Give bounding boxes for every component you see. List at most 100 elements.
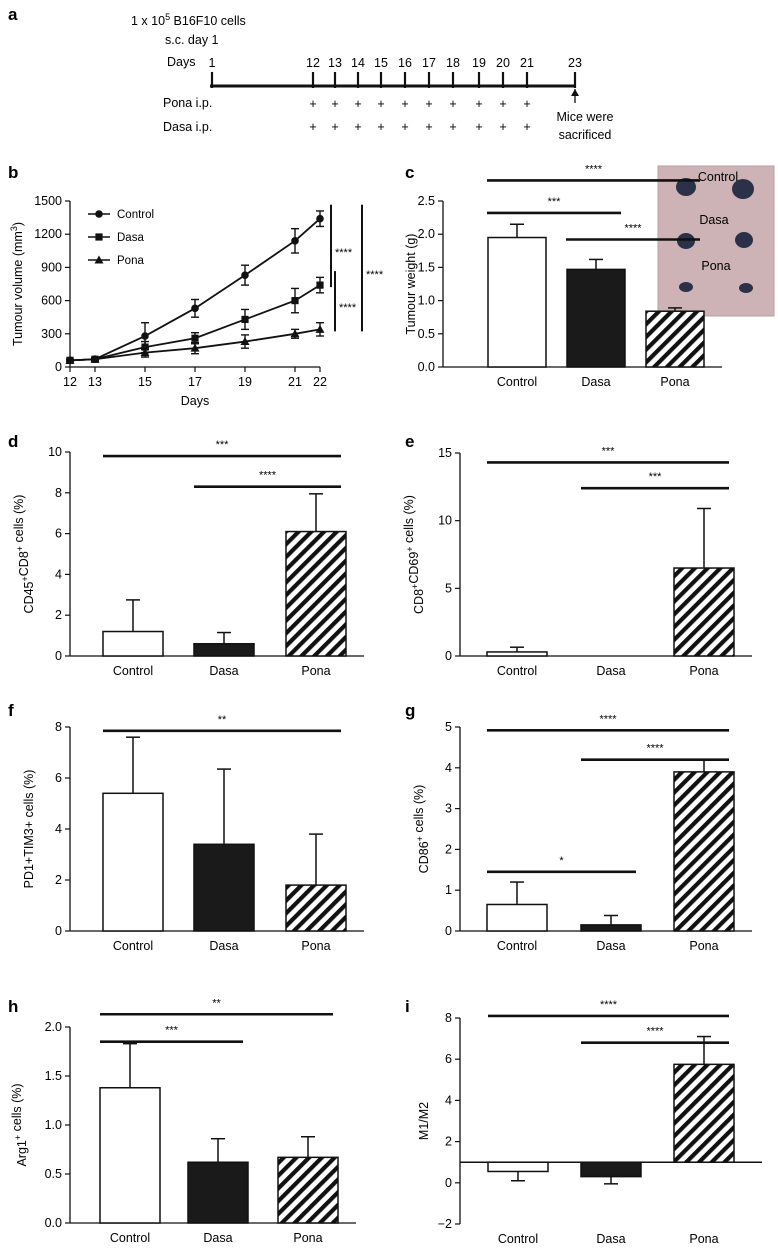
pona-plus-17: + [425, 97, 432, 111]
x-tick-label: Control [497, 375, 537, 389]
significance-label: **** [335, 247, 353, 259]
bar-pona [673, 567, 735, 657]
bar-dasa [580, 924, 642, 932]
bar-pona [645, 310, 705, 368]
bar-dasa [193, 843, 255, 932]
significance-label: **** [624, 223, 642, 235]
y-tick-label: 1.0 [45, 1118, 62, 1132]
tumour-dasa-1 [677, 233, 695, 249]
x-tick-label: Dasa [596, 1232, 625, 1246]
point-marker [291, 297, 299, 305]
y-axis-title: PD1+TIM3+ cells (%) [22, 770, 36, 889]
panel-letter-a: a [8, 5, 18, 24]
photo-label-control: Control [698, 170, 738, 184]
y-tick-label: 600 [41, 294, 62, 308]
series-pona [65, 322, 325, 364]
dasa-plus-16: + [401, 120, 408, 134]
x-tick-label: Dasa [581, 375, 610, 389]
y-tick-label: 5 [445, 581, 452, 595]
x-tick-label: Pona [689, 939, 718, 953]
timeline-dasa-label: Dasa i.p. [163, 120, 212, 134]
timeline-day-19: 19 [472, 56, 486, 70]
significance-label: **** [600, 999, 618, 1011]
y-tick-label: 2.0 [418, 227, 435, 241]
bar-pona [285, 530, 347, 657]
y-tick-label: 3 [445, 802, 452, 816]
y-axis-title: Tumour weight (g) [404, 234, 418, 335]
y-tick-label: 1.5 [418, 260, 435, 274]
timeline-day-17: 17 [422, 56, 436, 70]
point-marker [240, 337, 250, 346]
x-tick-label: Dasa [596, 664, 625, 678]
timeline-pona-label: Pona i.p. [163, 96, 212, 110]
y-tick-label: 300 [41, 327, 62, 341]
y-tick-label: 0 [445, 1176, 452, 1190]
y-tick-label: 2.0 [45, 1020, 62, 1034]
significance-label: * [559, 855, 564, 867]
point-marker [191, 304, 199, 313]
pona-plus-19: + [475, 97, 482, 111]
significance-label: *** [216, 439, 230, 451]
y-tick-label: 900 [41, 260, 62, 274]
y-tick-label: 0.5 [45, 1167, 62, 1181]
bar-control [486, 651, 548, 657]
x-tick-label: Control [113, 939, 153, 953]
panel-letter-d: d [8, 432, 18, 451]
tumour-photo: Control Dasa Pona [657, 165, 775, 317]
timeline-day-21: 21 [520, 56, 534, 70]
timeline-day-18: 18 [446, 56, 460, 70]
y-axis-title: CD8+CD69+ cells (%) [402, 495, 426, 614]
bar-control [102, 792, 164, 932]
significance-label: **** [259, 470, 277, 482]
legend-label: Dasa [117, 232, 144, 244]
y-tick-label: 2.5 [418, 194, 435, 208]
timeline-day-20: 20 [496, 56, 510, 70]
bar-pona [673, 1063, 735, 1163]
timeline-day-16: 16 [398, 56, 412, 70]
significance-label: **** [339, 302, 357, 314]
pona-plus-16: + [401, 97, 408, 111]
timeline-days-label: Days [167, 55, 195, 69]
significance-label: ** [212, 997, 221, 1009]
bar-control [486, 903, 548, 932]
x-tick-label: Dasa [209, 939, 238, 953]
point-marker [241, 315, 249, 324]
y-tick-label: 10 [438, 514, 452, 528]
x-tick-label: Control [497, 939, 537, 953]
point-marker [315, 324, 325, 333]
dasa-plus-14: + [354, 120, 361, 134]
chart-h: h 0.0 0.5 1.0 1.5 2.0 Arg1+ cells (%) Control Da… [8, 997, 356, 1245]
y-tick-label: 6 [55, 771, 62, 785]
point-marker [190, 343, 200, 352]
significance-label: *** [602, 445, 616, 457]
significance-label: **** [646, 743, 664, 755]
panel-letter-i: i [405, 997, 410, 1016]
pona-plus-15: + [377, 97, 384, 111]
x-axis-title: Days [181, 394, 209, 408]
x-tick-label: Pona [301, 664, 330, 678]
significance-label: *** [649, 471, 663, 483]
x-tick-label: 12 [63, 375, 77, 389]
y-tick-label: 4 [55, 822, 62, 836]
y-tick-label: 5 [445, 720, 452, 734]
pona-plus-13: + [331, 97, 338, 111]
bar-control [487, 236, 547, 368]
significance-label: *** [165, 1025, 179, 1037]
significance-label: *** [548, 196, 562, 208]
timeline-ticks: 1 12 13 14 15 16 17 18 19 20 21 23 [209, 56, 582, 88]
point-marker [316, 214, 324, 223]
x-tick-label: Control [498, 1232, 538, 1246]
y-tick-label: 2 [445, 1135, 452, 1149]
dasa-plus-15: + [377, 120, 384, 134]
y-tick-label: 0.0 [45, 1216, 62, 1230]
dasa-plus-13: + [331, 120, 338, 134]
panel-letter-g: g [405, 701, 415, 720]
x-tick-label: 19 [238, 375, 252, 389]
pona-plus-18: + [449, 97, 456, 111]
y-tick-label: −2 [438, 1217, 452, 1231]
x-tick-label: 22 [313, 375, 327, 389]
y-tick-label: 1.5 [45, 1069, 62, 1083]
y-tick-label: 1 [445, 883, 452, 897]
significance-label: **** [366, 269, 384, 281]
x-tick-label: Pona [689, 1232, 718, 1246]
